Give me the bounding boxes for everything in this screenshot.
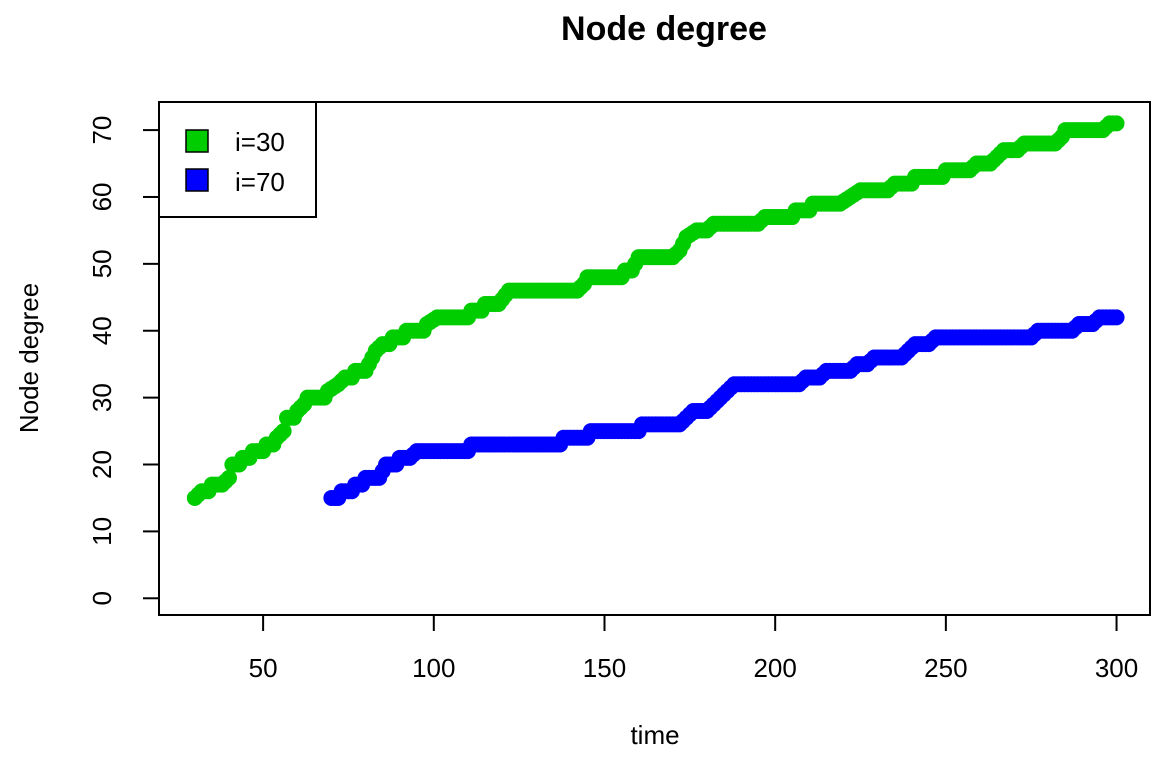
y-tick-label: 20 <box>87 450 117 479</box>
series-layer <box>186 115 1125 506</box>
y-tick-label: 30 <box>87 383 117 412</box>
chart-title: Node degree <box>561 10 767 48</box>
x-tick-label: 200 <box>753 653 796 683</box>
y-tick-label: 60 <box>87 183 117 212</box>
data-point <box>1108 115 1125 132</box>
x-tick-label: 300 <box>1095 653 1138 683</box>
x-axis-label: time <box>630 720 679 750</box>
data-point <box>1108 309 1125 326</box>
y-tick-label: 70 <box>87 116 117 145</box>
legend: i=30 i=70 <box>158 101 317 218</box>
x-axis: 50 100 150 200 250 300 <box>249 614 1138 683</box>
series-i70 <box>323 309 1125 506</box>
data-point <box>275 423 292 440</box>
legend-label-i30: i=30 <box>235 127 285 157</box>
x-tick-label: 150 <box>583 653 626 683</box>
series-i30 <box>186 115 1125 506</box>
y-axis: 0 10 20 30 40 50 60 70 <box>87 116 160 606</box>
y-axis-label: Node degree <box>14 283 44 433</box>
data-point <box>220 469 237 486</box>
legend-label-i70: i=70 <box>235 167 285 197</box>
x-tick-label: 250 <box>924 653 967 683</box>
legend-box <box>158 101 317 218</box>
y-tick-label: 0 <box>87 591 117 605</box>
y-tick-label: 10 <box>87 517 117 546</box>
legend-swatch-i70 <box>185 168 209 192</box>
legend-swatch-i30 <box>185 129 209 153</box>
y-tick-label: 50 <box>87 249 117 278</box>
x-tick-label: 100 <box>412 653 455 683</box>
y-tick-label: 40 <box>87 316 117 345</box>
x-tick-label: 50 <box>249 653 278 683</box>
